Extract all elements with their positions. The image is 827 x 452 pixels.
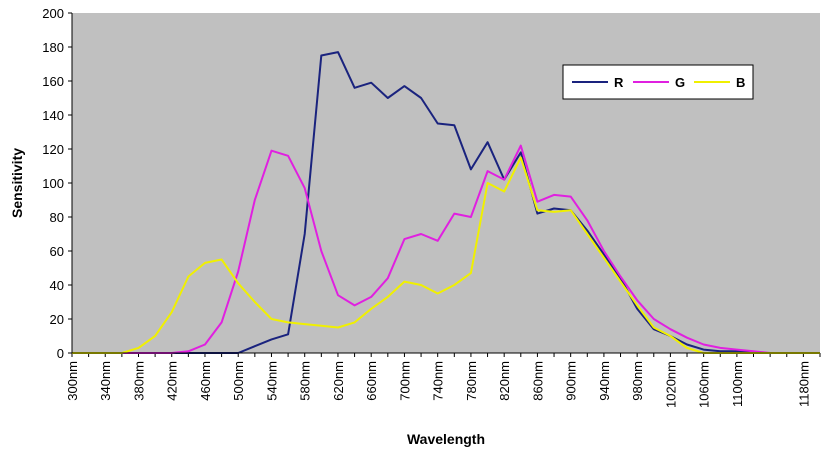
series-line-b [72,156,820,354]
y-tick-label: 60 [50,244,64,259]
y-tick-label: 120 [42,142,64,157]
y-tick-label: 0 [57,346,64,361]
x-tick-label: 420nm [165,361,180,401]
legend-label-b: B [736,75,745,90]
x-tick-label: 1020nm [663,361,678,408]
legend-label-r: R [614,75,624,90]
x-tick-label: 860nm [530,361,545,401]
y-tick-label: 160 [42,74,64,89]
y-tick-label: 80 [50,210,64,225]
x-tick-label: 380nm [131,361,146,401]
y-axis-title: Sensitivity [9,148,25,218]
x-tick-label: 740nm [431,361,446,401]
y-tick-label: 20 [50,312,64,327]
x-tick-label: 900nm [564,361,579,401]
x-axis: 300nm 340nm 380nm 420nm 460nm 500nm 540nm 580nm… [65,353,821,408]
y-tick-label: 100 [42,176,64,191]
plot-area [72,13,820,353]
series-line-g [72,144,820,354]
x-tick-label: 340nm [98,361,113,401]
y-tick-label: 180 [42,40,64,55]
x-tick-label: 580nm [298,361,313,401]
x-tick-label: 660nm [364,361,379,401]
x-tick-label: 1180nm [796,361,811,407]
x-tick-label: 1060nm [697,361,712,408]
x-tick-label: 500nm [231,361,246,401]
x-tick-label: 540nm [264,361,279,401]
x-axis-title: Wavelength [407,431,485,447]
x-tick-label: 940nm [597,361,612,401]
y-tick-label: 200 [42,6,64,21]
x-tick-label: 700nm [397,361,412,401]
y-tick-label: 40 [50,278,64,293]
x-tick-label: 780nm [464,361,479,401]
x-tick-label: 980nm [630,361,645,401]
legend-label-g: G [675,75,685,90]
x-tick-label: 820nm [497,361,512,401]
y-axis: 0 20 40 60 80 100 120 140 160 180 200 [42,6,72,361]
x-tick-label: 620nm [331,361,346,401]
x-tick-label: 300nm [65,361,80,401]
x-tick-label: 1100nm [730,361,745,407]
y-tick-label: 140 [42,108,64,123]
x-tick-label: 460nm [198,361,213,401]
